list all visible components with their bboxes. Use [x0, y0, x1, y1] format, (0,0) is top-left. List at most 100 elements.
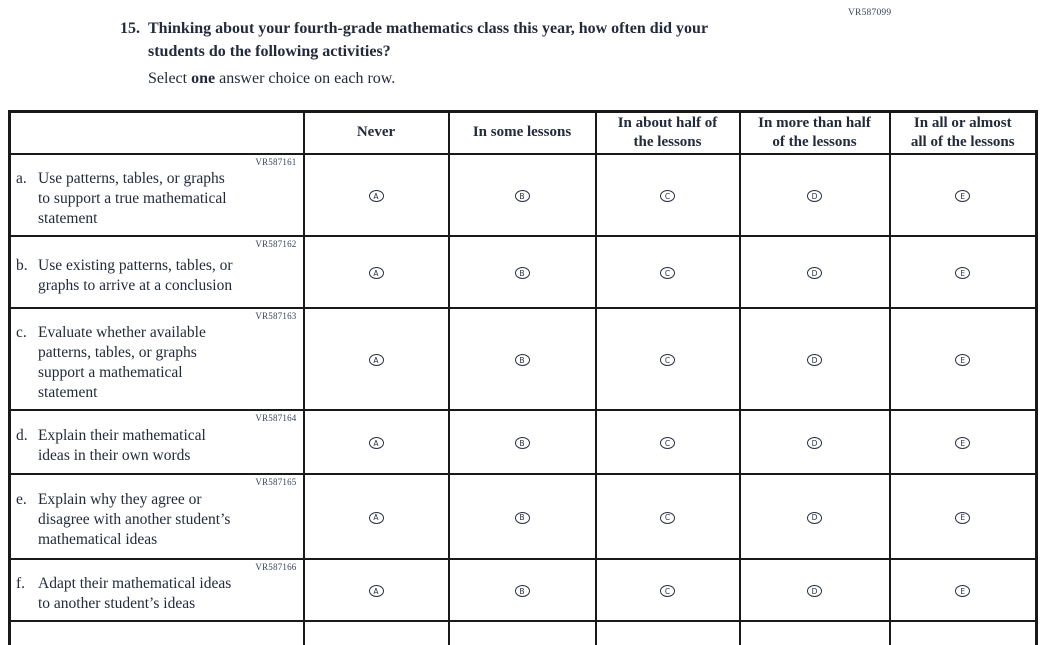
- item-label: c. Evaluate whether available patterns, …: [16, 323, 295, 403]
- row-accession-code: VR587166: [255, 561, 297, 572]
- answer-bubble-c-d[interactable]: D: [807, 354, 822, 367]
- answer-bubble-b-a[interactable]: A: [368, 267, 384, 280]
- answer-bubble-a-e[interactable]: E: [955, 190, 971, 203]
- row-accession-code: VR587163: [255, 310, 297, 321]
- answer-bubble-d-b[interactable]: B: [514, 437, 530, 450]
- table-row: VR587165 e. Explain why they agree or di…: [8, 472, 1038, 560]
- item-text: Explain why they agree or disagree with …: [38, 491, 231, 548]
- option-cell-some-lessons: B: [447, 152, 597, 237]
- item-label: d. Explain their mathematical ideas in t…: [16, 426, 295, 466]
- option-cell-more-than-half: D: [738, 472, 891, 560]
- option-cell-more-than-half: D: [738, 557, 891, 622]
- cutoff-cell: [8, 619, 305, 645]
- answer-bubble-f-d[interactable]: D: [807, 585, 822, 598]
- matrix-header: Never In some lessons In about half of t…: [8, 110, 1038, 155]
- answer-bubble-a-a[interactable]: A: [368, 190, 384, 203]
- column-header-about-half: In about half of the lessons: [594, 110, 741, 155]
- item-label: e. Explain why they agree or disagree wi…: [16, 490, 295, 550]
- answer-bubble-e-a[interactable]: A: [368, 511, 384, 524]
- answer-bubble-b-d[interactable]: D: [807, 267, 822, 280]
- option-cell-never: A: [302, 306, 450, 411]
- column-header-empty: [8, 110, 305, 155]
- item-cell: VR587162 b. Use existing patterns, table…: [8, 234, 305, 309]
- table-row: VR587163 c. Evaluate whether available p…: [8, 306, 1038, 411]
- item-label: f. Adapt their mathematical ideas to ano…: [16, 574, 295, 614]
- question-number: 15.: [120, 20, 140, 37]
- option-cell-more-than-half: D: [738, 152, 891, 237]
- answer-bubble-a-c[interactable]: C: [660, 190, 675, 203]
- question-block: 15. Thinking about your fourth-grade mat…: [120, 17, 708, 63]
- option-cell-more-than-half: D: [738, 234, 891, 309]
- answer-bubble-d-c[interactable]: C: [660, 437, 675, 450]
- cutoff-cell: [594, 619, 741, 645]
- option-cell-about-half: C: [594, 557, 741, 622]
- answer-bubble-c-c[interactable]: C: [660, 354, 675, 367]
- answer-bubble-f-c[interactable]: C: [660, 585, 675, 598]
- option-cell-some-lessons: B: [447, 234, 597, 309]
- answer-bubble-b-b[interactable]: B: [514, 267, 530, 280]
- item-cell: VR587161 a. Use patterns, tables, or gra…: [8, 152, 305, 237]
- item-text: Evaluate whether available patterns, tab…: [38, 323, 206, 401]
- item-cell: VR587165 e. Explain why they agree or di…: [8, 472, 305, 560]
- answer-bubble-c-b[interactable]: B: [514, 354, 530, 367]
- row-accession-code: VR587164: [255, 412, 297, 423]
- option-cell-never: A: [302, 408, 450, 475]
- option-cell-all-lessons: E: [888, 306, 1038, 411]
- table-row-cutoff: [8, 619, 1038, 645]
- option-cell-some-lessons: B: [447, 306, 597, 411]
- answer-bubble-d-d[interactable]: D: [807, 437, 822, 450]
- frequency-matrix-table: Never In some lessons In about half of t…: [8, 110, 1038, 645]
- matrix-cutoff-row: [8, 619, 1038, 645]
- option-cell-some-lessons: B: [447, 472, 597, 560]
- answer-bubble-f-e[interactable]: E: [955, 585, 971, 598]
- option-cell-all-lessons: E: [888, 152, 1038, 237]
- answer-bubble-a-b[interactable]: B: [514, 190, 530, 203]
- answer-bubble-e-e[interactable]: E: [955, 511, 971, 524]
- row-accession-code: VR587161: [255, 156, 297, 167]
- answer-bubble-f-b[interactable]: B: [514, 585, 530, 598]
- option-cell-about-half: C: [594, 234, 741, 309]
- answer-bubble-d-e[interactable]: E: [955, 437, 971, 450]
- option-cell-about-half: C: [594, 408, 741, 475]
- answer-bubble-e-d[interactable]: D: [807, 511, 822, 524]
- item-label: a. Use patterns, tables, or graphs to su…: [16, 169, 295, 229]
- answer-bubble-d-a[interactable]: A: [368, 437, 384, 450]
- answer-bubble-b-e[interactable]: E: [955, 267, 971, 280]
- item-cell: VR587163 c. Evaluate whether available p…: [8, 306, 305, 411]
- item-letter: b.: [16, 256, 28, 274]
- item-label: b. Use existing patterns, tables, or gra…: [16, 256, 295, 296]
- option-cell-never: A: [302, 234, 450, 309]
- instruction-line: Select one answer choice on each row.: [148, 70, 395, 88]
- option-cell-all-lessons: E: [888, 557, 1038, 622]
- answer-bubble-c-a[interactable]: A: [368, 354, 384, 367]
- answer-bubble-c-e[interactable]: E: [955, 354, 971, 367]
- item-text: Use patterns, tables, or graphs to suppo…: [38, 169, 227, 227]
- row-accession-code: VR587162: [255, 238, 297, 249]
- option-cell-some-lessons: B: [447, 408, 597, 475]
- instruction-prefix: Select: [148, 70, 192, 87]
- question-stem: Thinking about your fourth-grade mathema…: [148, 20, 709, 60]
- column-header-more-than-half: In more than half of the lessons: [738, 110, 891, 155]
- item-text: Explain their mathematical ideas in thei…: [38, 426, 206, 464]
- item-letter: c.: [16, 323, 27, 341]
- instruction-bold-word: one: [191, 70, 216, 87]
- item-text: Use existing patterns, tables, or graphs…: [38, 256, 233, 294]
- answer-bubble-e-c[interactable]: C: [660, 511, 675, 524]
- option-cell-all-lessons: E: [888, 408, 1038, 475]
- option-cell-never: A: [302, 472, 450, 560]
- answer-bubble-b-c[interactable]: C: [660, 267, 675, 280]
- item-letter: a.: [16, 169, 27, 187]
- page-accession-code: VR587099: [848, 8, 892, 18]
- item-letter: e.: [16, 491, 27, 508]
- item-text: Adapt their mathematical ideas to anothe…: [38, 574, 232, 612]
- option-cell-about-half: C: [594, 152, 741, 237]
- answer-bubble-e-b[interactable]: B: [514, 511, 530, 524]
- table-row: VR587162 b. Use existing patterns, table…: [8, 234, 1038, 309]
- option-cell-some-lessons: B: [447, 557, 597, 622]
- answer-bubble-f-a[interactable]: A: [368, 585, 384, 598]
- column-header-some-lessons: In some lessons: [447, 110, 597, 155]
- column-header-all-lessons: In all or almost all of the lessons: [888, 110, 1038, 155]
- answer-bubble-a-d[interactable]: D: [807, 190, 822, 203]
- cutoff-cell: [302, 619, 450, 645]
